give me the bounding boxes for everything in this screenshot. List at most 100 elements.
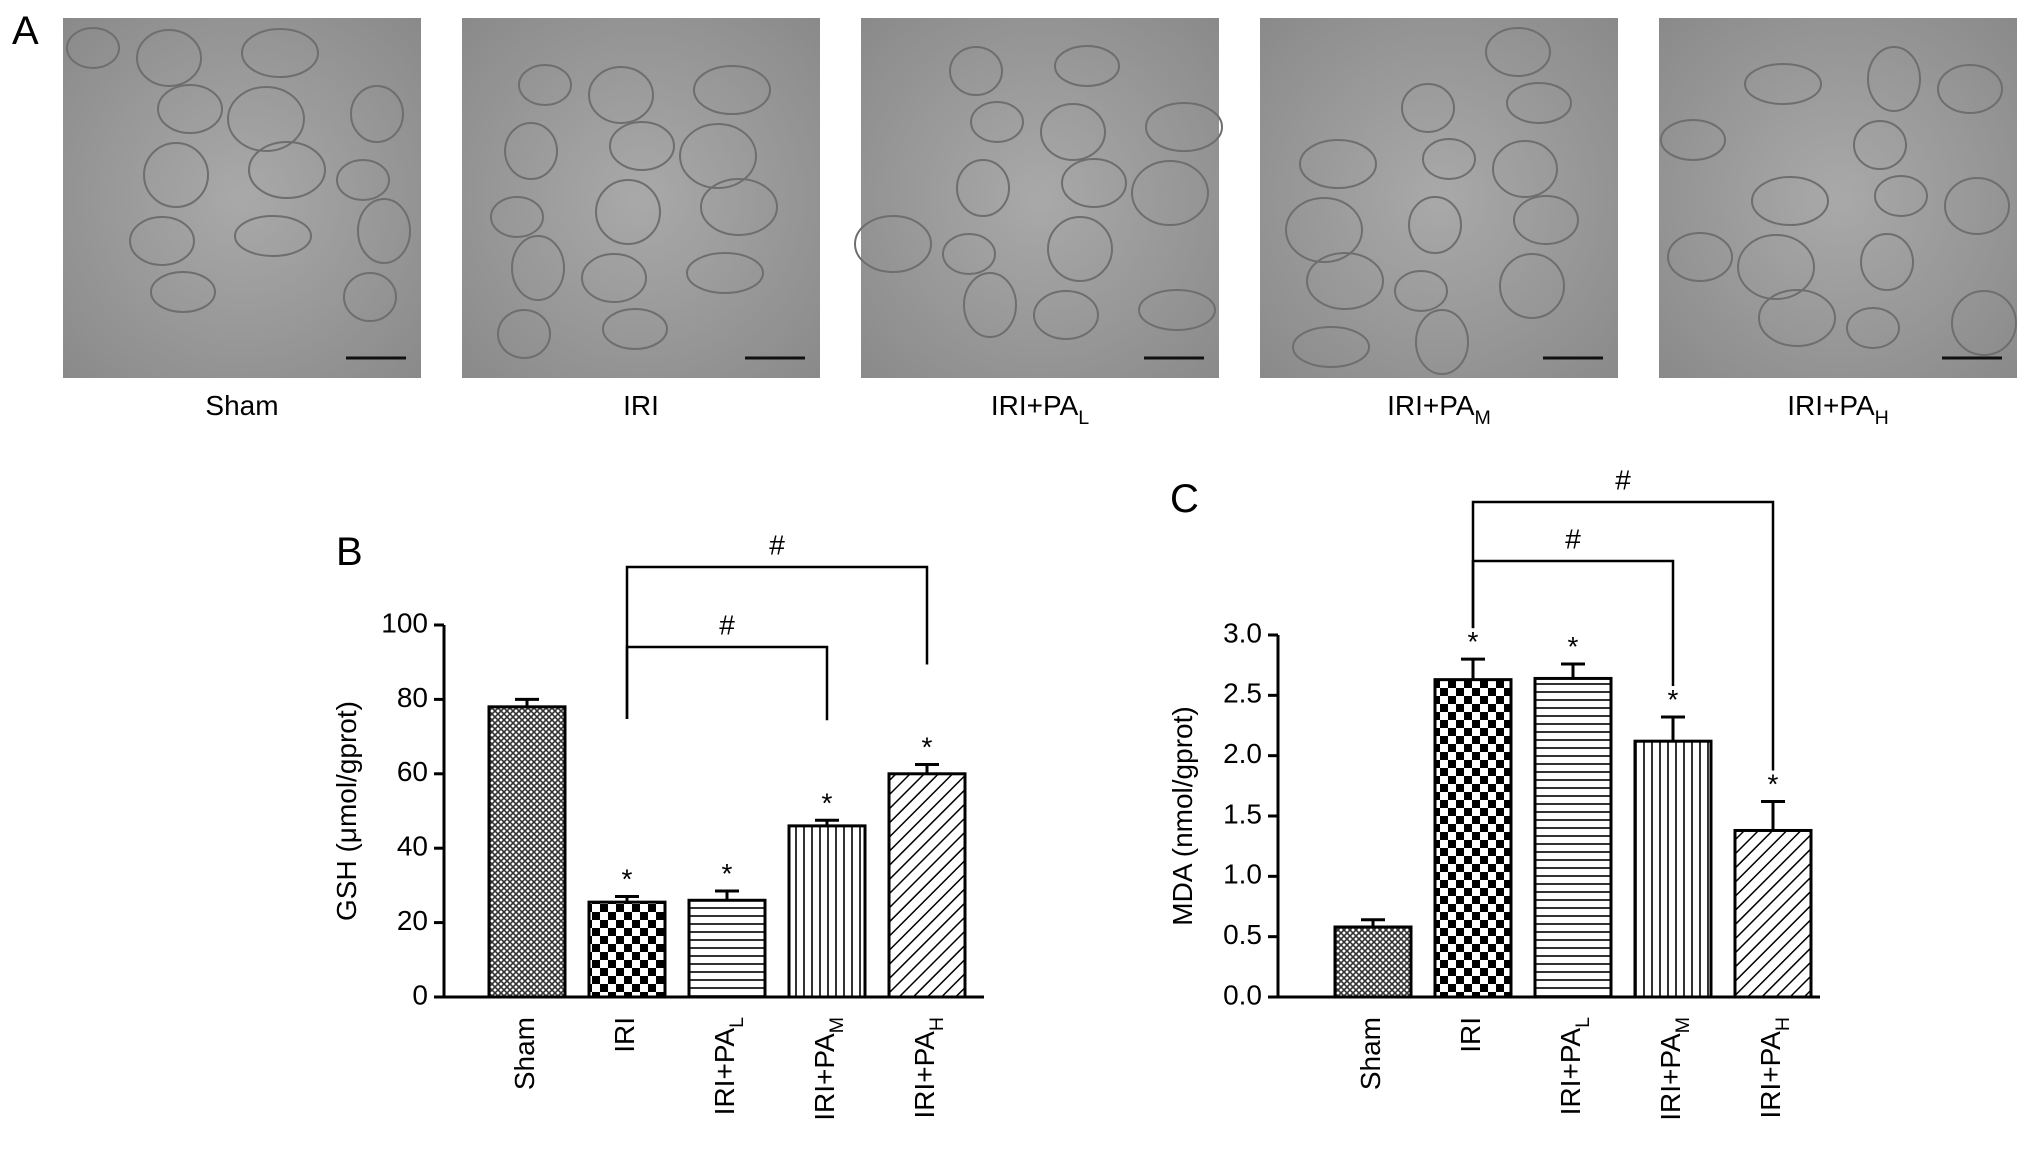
label-text: IRI+PA <box>809 1033 840 1121</box>
comparison-bracket <box>1471 500 1775 771</box>
label-text: IRI+PA <box>1555 1028 1586 1116</box>
mitochondrion <box>1040 103 1106 161</box>
x-tick-label: IRI <box>1455 1017 1486 1053</box>
mitochondrion <box>1874 175 1928 217</box>
error-bar <box>1361 918 1385 928</box>
error-bar <box>1561 662 1585 679</box>
mitochondrion <box>949 46 1003 96</box>
mitochondrion <box>602 308 668 350</box>
mitochondrion <box>1054 45 1120 87</box>
error-bar <box>815 818 839 826</box>
comparison-label: # <box>719 609 735 640</box>
mitochondrion <box>336 159 390 201</box>
mitochondrion <box>700 178 778 236</box>
mitochondrion <box>1853 120 1907 170</box>
y-axis-label: GSH (μmol/gprot) <box>331 701 362 921</box>
micrograph <box>63 18 421 378</box>
label-text: IRI+PA <box>991 390 1079 421</box>
significance-marker: * <box>822 787 833 818</box>
label-text: Sham <box>509 1017 540 1090</box>
label-subscript: H <box>1875 407 1889 429</box>
bar <box>1533 676 1613 999</box>
label-text: Sham <box>205 390 278 421</box>
error-bar <box>1661 715 1685 742</box>
x-tick-label: IRI+PAL <box>709 1017 748 1115</box>
bar <box>687 898 767 999</box>
mitochondrion <box>1867 46 1921 112</box>
panel-label: A <box>12 9 39 53</box>
label-text: IRI+PA <box>1655 1033 1686 1121</box>
comparison-label: # <box>1565 523 1581 554</box>
error-bar <box>1761 800 1785 831</box>
label-subscript: H <box>926 1017 948 1031</box>
mitochondrion <box>595 179 661 245</box>
mitochondrion <box>1394 270 1448 312</box>
x-tick-label: IRI <box>609 1017 640 1053</box>
mitochondrion <box>1506 82 1572 124</box>
label-text: IRI <box>623 390 659 421</box>
y-tick-label: 20 <box>397 905 428 936</box>
error-bar <box>1461 657 1485 680</box>
x-tick-label: IRI+PAM <box>809 1017 848 1121</box>
mitochondrion <box>1047 216 1113 282</box>
y-tick-label: 60 <box>397 756 428 787</box>
mitochondrion <box>854 215 932 273</box>
y-tick-label: 100 <box>381 607 428 638</box>
mitochondrion <box>970 101 1024 143</box>
mitochondrion <box>1660 119 1726 161</box>
comparison-bracket <box>625 565 929 719</box>
image-caption: Sham <box>205 390 278 421</box>
mitochondrion <box>581 253 647 303</box>
mitochondrion <box>241 28 319 78</box>
mitochondrion <box>1667 232 1733 282</box>
label-text: IRI+PA <box>709 1028 740 1116</box>
y-tick-label: 0.5 <box>1223 919 1262 950</box>
mitochondrion <box>1937 64 2003 114</box>
image-caption: IRI+PAM <box>1387 390 1491 429</box>
label-subscript: H <box>1772 1017 1794 1031</box>
x-tick-label: Sham <box>1355 1017 1386 1090</box>
mitochondrion <box>693 65 771 115</box>
mitochondrion <box>1422 138 1476 180</box>
bar <box>887 772 967 999</box>
comparison-label: # <box>769 529 785 560</box>
label-subscript: M <box>1672 1017 1694 1033</box>
mitochondrion <box>497 309 551 359</box>
mitochondrion <box>490 196 544 238</box>
image-caption: IRI+PAL <box>991 390 1089 429</box>
mitochondrion <box>150 271 216 313</box>
mitochondrion <box>143 142 209 208</box>
mitochondrion <box>609 121 675 171</box>
label-text: IRI+PA <box>1387 390 1475 421</box>
comparison-bracket <box>625 645 829 721</box>
y-tick-label: 1.0 <box>1223 859 1262 890</box>
significance-marker: * <box>1668 684 1679 715</box>
error-bar <box>915 763 939 774</box>
mitochondrion <box>1499 253 1565 319</box>
mitochondrion <box>1860 233 1914 291</box>
significance-marker: * <box>1468 626 1479 657</box>
mitochondrion <box>942 233 996 275</box>
mitochondrion <box>1285 197 1363 263</box>
bar <box>487 705 567 999</box>
micrograph <box>861 18 1219 378</box>
mitochondrion <box>1492 140 1558 198</box>
label-subscript: M <box>1475 407 1491 429</box>
label-subscript: L <box>726 1017 748 1028</box>
mitochondrion <box>1299 139 1377 189</box>
comparison-label: # <box>1615 464 1631 495</box>
bar <box>1633 739 1713 999</box>
y-tick-label: 2.5 <box>1223 678 1262 709</box>
mitochondrion <box>66 27 120 69</box>
mitochondrion <box>136 29 202 87</box>
label-subscript: L <box>1572 1017 1594 1028</box>
label-subscript: M <box>826 1017 848 1033</box>
x-tick-label: IRI+PAM <box>1655 1017 1694 1121</box>
mitochondrion <box>518 64 572 106</box>
mitochondrion <box>1061 158 1127 208</box>
mitochondrion <box>350 85 404 143</box>
label-subscript: L <box>1078 407 1089 429</box>
significance-marker: * <box>922 732 933 763</box>
